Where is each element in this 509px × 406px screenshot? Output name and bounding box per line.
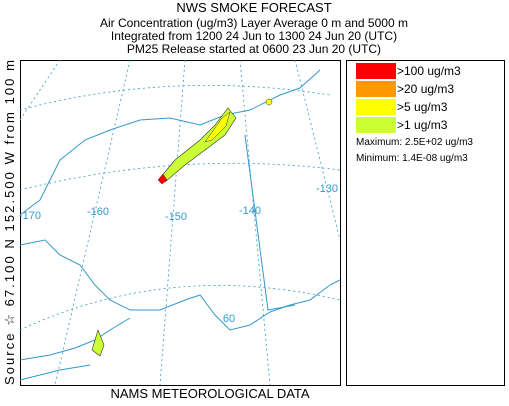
legend-swatch (356, 81, 396, 97)
grid-label: -160 (87, 206, 109, 218)
source-label: Source ☆ 67.100 N 152.500 W from 100 m (2, 60, 17, 385)
grid-label: 60 (223, 313, 235, 325)
grid-label: -130 (316, 183, 338, 195)
footer: NAMS METEOROLOGICAL DATA (110, 386, 309, 401)
legend-label: >100 ug/m3 (397, 64, 461, 78)
grid-labels: -170 -160 -150 -140 -130 60 (19, 183, 338, 325)
legend-frame (346, 60, 505, 386)
maximum: Maximum: 2.5E+02 ug/m3 (356, 137, 473, 148)
subtitle: Integrated from 1200 24 Jun to 1300 24 J… (111, 29, 397, 43)
legend-label: >20 ug/m3 (397, 82, 454, 96)
subtitle: PM25 Release started at 0600 23 Jun 20 (… (127, 42, 381, 56)
subtitle: Air Concentration (ug/m3) Layer Average … (100, 16, 408, 30)
legend: >100 ug/m3 >20 ug/m3 >5 ug/m3 >1 ug/m3 (356, 63, 461, 133)
legend-label: >5 ug/m3 (397, 100, 448, 114)
legend-swatch (356, 63, 396, 79)
minimum: Minimum: 1.4E-08 ug/m3 (356, 153, 468, 164)
legend-swatch (356, 99, 396, 115)
map-frame (20, 60, 341, 386)
legend-swatch (356, 117, 396, 133)
map (19, 59, 341, 386)
grid-label: -140 (239, 205, 261, 217)
grid-label: -170 (19, 210, 41, 222)
legend-label: >1 ug/m3 (397, 118, 448, 132)
grid-label: -150 (165, 211, 187, 223)
title: NWS SMOKE FORECAST (176, 0, 331, 15)
